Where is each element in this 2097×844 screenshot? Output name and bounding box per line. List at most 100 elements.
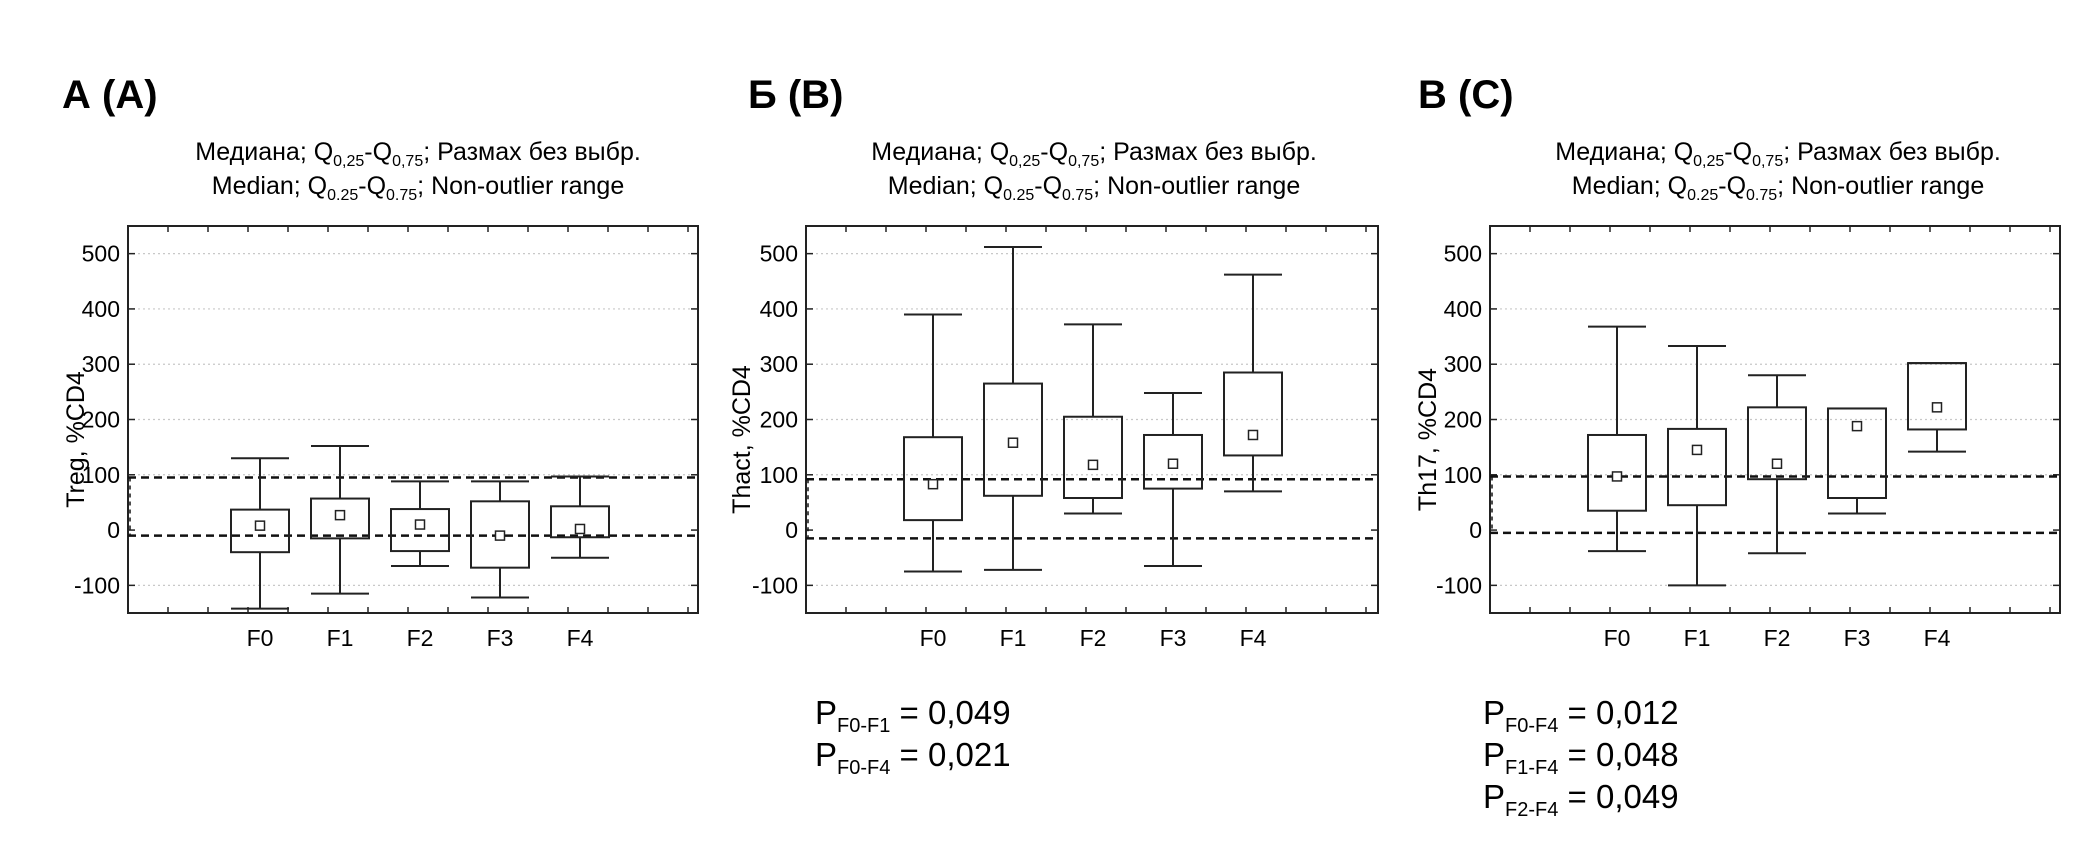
iqr-box	[1223, 371, 1283, 457]
box-F2	[390, 480, 450, 568]
box-F0	[230, 457, 290, 610]
y-axis-label: Th17, %CD4	[1414, 368, 1442, 511]
y-tick-label: 300	[760, 351, 798, 377]
panel-label: А (A)	[62, 73, 158, 117]
x-tick-label: F1	[1684, 625, 1711, 651]
iqr-box	[903, 436, 963, 522]
chart-title-ru: Медиана; Q0,25-Q0,75; Размах без выбр.	[1555, 138, 2001, 170]
p-value: PF2-F4 = 0,049	[1483, 778, 1679, 821]
x-tick-label: F2	[407, 625, 434, 651]
y-tick-label: 500	[82, 241, 120, 267]
chart-title-ru: Медиана; Q0,25-Q0,75; Размах без выбр.	[195, 138, 641, 170]
median-marker	[1931, 402, 1943, 413]
y-tick-label: 0	[1469, 517, 1482, 543]
iqr-box	[1143, 433, 1203, 490]
x-tick-label: F0	[1604, 625, 1631, 651]
p-value: PF0-F4 = 0,021	[815, 736, 1011, 779]
y-tick-label: 400	[760, 296, 798, 322]
box-F2	[1063, 323, 1123, 515]
x-tick-label: F3	[1160, 625, 1187, 651]
x-tick-label: F2	[1080, 625, 1107, 651]
iqr-box	[310, 497, 370, 540]
x-tick-label: F0	[247, 625, 274, 651]
iqr-box	[1747, 406, 1807, 481]
box-F1	[1667, 344, 1727, 587]
chart-title-en: Median; Q0.25-Q0.75; Non-outlier range	[1572, 172, 1984, 204]
median-marker	[927, 478, 939, 490]
x-tick-label: F3	[487, 625, 514, 651]
y-tick-label: 300	[1444, 351, 1482, 377]
panel-1: А (A) Медиана; Q0,25-Q0,75; Размах без вы…	[62, 73, 699, 651]
median-marker	[1167, 458, 1179, 469]
iqr-box	[390, 508, 450, 553]
y-tick-label: 200	[760, 407, 798, 433]
box-F4	[1223, 273, 1283, 493]
iqr-box	[230, 508, 290, 554]
median-marker	[1611, 471, 1623, 482]
x-tick-label: F4	[1924, 625, 1951, 651]
box-F2	[1747, 374, 1807, 555]
iqr-box	[1907, 362, 1967, 431]
y-tick-label: 100	[1444, 462, 1482, 488]
y-tick-label: 400	[82, 296, 120, 322]
median-marker	[1771, 458, 1783, 469]
y-tick-label: 300	[82, 351, 120, 377]
y-tick-label: 0	[785, 517, 798, 543]
x-tick-label: F2	[1764, 625, 1791, 651]
median-marker	[494, 530, 506, 541]
y-tick-label: 100	[82, 462, 120, 488]
y-tick-label: 200	[82, 407, 120, 433]
panel-label: В (C)	[1418, 73, 1514, 117]
x-tick-label: F1	[327, 625, 354, 651]
iqr-box	[1827, 407, 1887, 500]
chart-title-en: Median; Q0.25-Q0.75; Non-outlier range	[888, 172, 1300, 204]
box-F0	[1587, 325, 1647, 553]
x-tick-label: F1	[1000, 625, 1027, 651]
panel-2: Б (B) Медиана; Q0,25-Q0,75; Размах без вы…	[728, 73, 1379, 779]
box-F3	[1827, 407, 1887, 515]
x-tick-label: F0	[920, 625, 947, 651]
median-marker	[414, 519, 426, 530]
box-F3	[470, 480, 530, 599]
y-tick-label: -100	[1436, 572, 1482, 598]
iqr-box	[1587, 433, 1647, 512]
p-value: PF1-F4 = 0,048	[1483, 736, 1679, 779]
y-tick-label: 500	[760, 241, 798, 267]
median-marker	[1247, 429, 1259, 441]
y-tick-label: 400	[1444, 296, 1482, 322]
box-F1	[983, 246, 1043, 571]
p-value: PF0-F4 = 0,012	[1483, 694, 1679, 737]
y-tick-label: 200	[1444, 407, 1482, 433]
box-F1	[310, 445, 370, 595]
y-tick-label: -100	[752, 572, 798, 598]
iqr-box	[983, 382, 1043, 497]
box-F0	[903, 313, 963, 573]
y-tick-label: 500	[1444, 241, 1482, 267]
x-tick-label: F4	[567, 625, 594, 651]
panel-label: Б (B)	[748, 73, 843, 117]
median-marker	[1691, 444, 1703, 456]
x-tick-label: F3	[1844, 625, 1871, 651]
median-marker	[1087, 459, 1099, 471]
y-axis-label: Treg, %CD4	[62, 371, 90, 508]
chart-title-en: Median; Q0.25-Q0.75; Non-outlier range	[212, 172, 624, 204]
iqr-box	[1063, 415, 1123, 500]
median-marker	[1007, 437, 1019, 448]
median-marker	[574, 523, 586, 535]
median-marker	[334, 509, 346, 521]
box-F4	[1907, 362, 1967, 453]
y-axis-label: Thact, %CD4	[728, 365, 756, 514]
iqr-box	[1667, 427, 1727, 507]
iqr-box	[470, 500, 530, 569]
iqr-box	[550, 505, 610, 539]
chart-title-ru: Медиана; Q0,25-Q0,75; Размах без выбр.	[871, 138, 1317, 170]
box-F4	[550, 475, 610, 559]
y-tick-label: 100	[760, 462, 798, 488]
x-tick-label: F4	[1240, 625, 1267, 651]
panel-3: В (C) Медиана; Q0,25-Q0,75; Размах без вы…	[1414, 73, 2061, 821]
y-tick-label: -100	[74, 572, 120, 598]
y-tick-label: 0	[107, 517, 120, 543]
median-marker	[1851, 420, 1863, 432]
box-F3	[1143, 391, 1203, 568]
